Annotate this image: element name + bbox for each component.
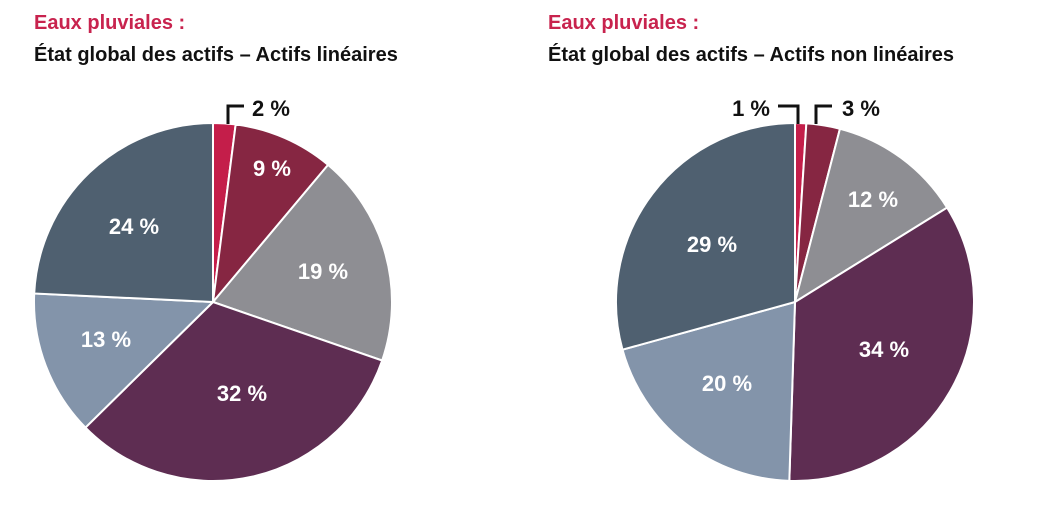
slice-label: 9 % [253, 156, 291, 181]
chart-panel-nonlinear: Eaux pluviales : État global des actifs … [520, 0, 1046, 515]
chart-title-line1: Eaux pluviales : [548, 12, 700, 34]
callout-leader-line [778, 104, 800, 124]
callout-label: 1 % [732, 96, 770, 121]
slice-label: 12 % [848, 187, 898, 212]
pie-slice [33, 292, 216, 429]
chart-title-line2: État global des actifs – Actifs non liné… [548, 44, 955, 66]
pie-slice [615, 121, 796, 351]
pie-slice [211, 163, 393, 362]
slice-label: 29 % [687, 232, 737, 257]
slice-label: 34 % [859, 337, 909, 362]
slice-label: 19 % [298, 259, 348, 284]
callout-label: 2 % [252, 96, 290, 121]
pie-slice [621, 300, 797, 482]
callout-leader-line [226, 104, 244, 124]
pie-slice [84, 300, 384, 482]
callout-leader-line [814, 104, 832, 124]
pie-slice [793, 127, 949, 305]
pie-chart-linear: 9 % 19 % 32 % 13 % 24 % 2 % [33, 96, 393, 482]
pie-slice [211, 123, 330, 306]
pie-slice [788, 206, 975, 482]
slice-label: 13 % [81, 327, 131, 352]
slice-label: 24 % [109, 214, 159, 239]
pie-chart-nonlinear: 12 % 34 % 20 % 29 % 1 % 3 % [615, 96, 975, 482]
chart-panel-linear: Eaux pluviales : État global des actifs … [0, 0, 520, 515]
callout-label: 3 % [842, 96, 880, 121]
pie-slice [33, 121, 214, 304]
chart-title-line2: État global des actifs – Actifs linéaire… [34, 44, 398, 66]
chart-title-line1: Eaux pluviales : [34, 12, 186, 34]
slice-label: 32 % [217, 381, 267, 406]
slice-label: 20 % [702, 371, 752, 396]
